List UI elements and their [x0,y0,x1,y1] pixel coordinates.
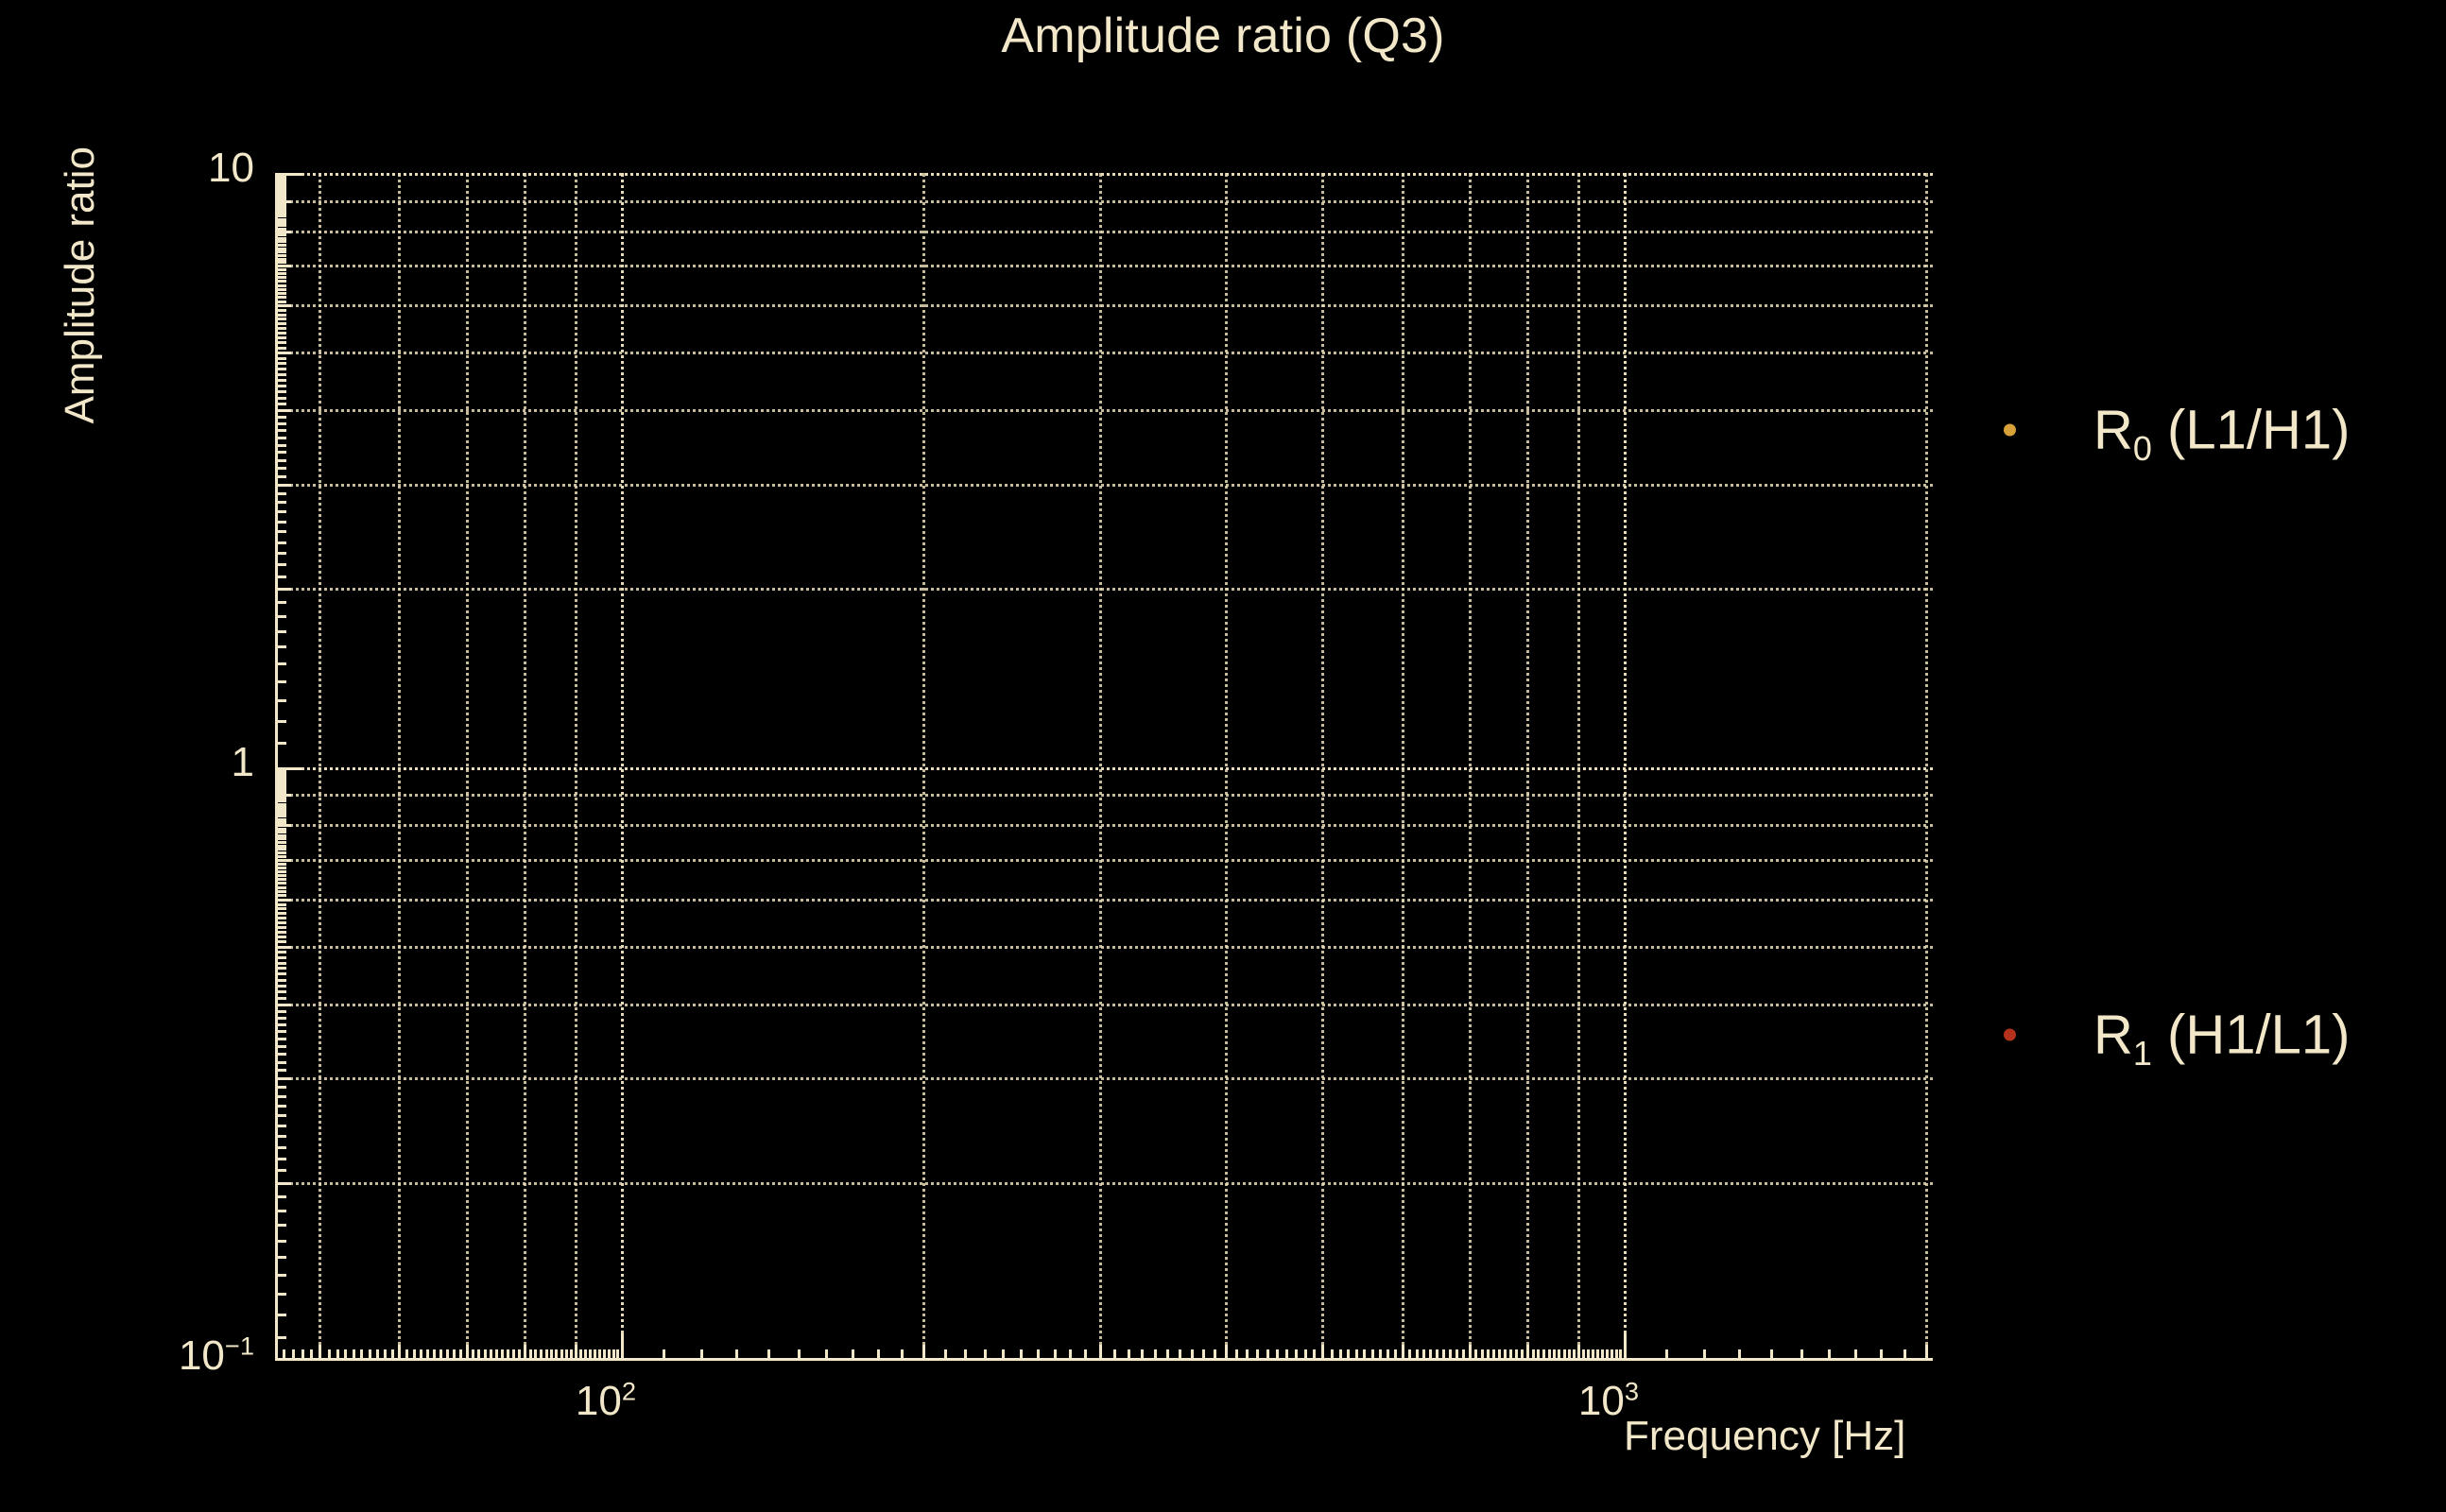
gridline-horizontal [278,199,1933,203]
gridline-horizontal [278,945,1933,949]
gridline-vertical [1925,173,1929,1358]
y-tick-label: 1 [231,738,254,785]
gridline-vertical [620,173,624,1358]
gridline-vertical [398,173,402,1358]
legend-marker-dot [2004,1028,2016,1041]
x-axis-title: Frequency [Hz] [1624,1413,1906,1459]
plot-area [275,173,1933,1361]
gridline-horizontal [278,1181,1933,1185]
gridline-horizontal [278,1077,1933,1081]
gridline-horizontal [278,304,1933,308]
gridline-vertical [465,173,469,1358]
gridline-horizontal [278,265,1933,268]
x-tick-label: 103 [1577,1376,1640,1424]
y-axis-title: Amplitude ratio [57,146,103,424]
gridline-vertical [575,173,578,1358]
legend-entry-r0[interactable]: R0 (L1/H1) [2004,397,2420,469]
gridline-vertical [1224,173,1228,1358]
legend-entry-label: R0 (L1/H1) [2093,399,2351,469]
gridline-vertical [1468,173,1472,1358]
gridline-horizontal [278,230,1933,233]
x-tick-label: 102 [575,1376,636,1424]
gridline-horizontal [278,898,1933,902]
gridline-horizontal [278,173,1933,176]
gridline-vertical [1577,173,1581,1358]
y-tick-label: 10 [208,145,254,191]
gridline-horizontal [278,588,1933,592]
gridline-vertical [1526,173,1530,1358]
gridline-horizontal [278,409,1933,413]
gridline-vertical [1401,173,1404,1358]
gridline-horizontal [278,824,1933,828]
gridline-horizontal [278,483,1933,487]
gridline-vertical [524,173,527,1358]
chart-title: Amplitude ratio (Q3) [1001,9,1445,63]
legend-entry-label: R1 (H1/L1) [2093,1004,2351,1074]
gridline-vertical [319,173,322,1358]
gridline-horizontal [278,352,1933,355]
gridline-vertical [1321,173,1325,1358]
gridline-vertical [1623,173,1627,1358]
gridline-horizontal [278,766,1933,770]
legend-entry-r1[interactable]: R1 (H1/L1) [2004,1002,2420,1074]
y-tick-label: 10−1 [178,1331,254,1379]
gridline-horizontal [278,858,1933,862]
grid-lines [278,173,1933,1358]
gridline-vertical [1099,173,1103,1358]
gridline-horizontal [278,794,1933,798]
gridline-horizontal [278,1003,1933,1006]
gridline-vertical [922,173,926,1358]
legend-marker-dot [2004,423,2016,437]
